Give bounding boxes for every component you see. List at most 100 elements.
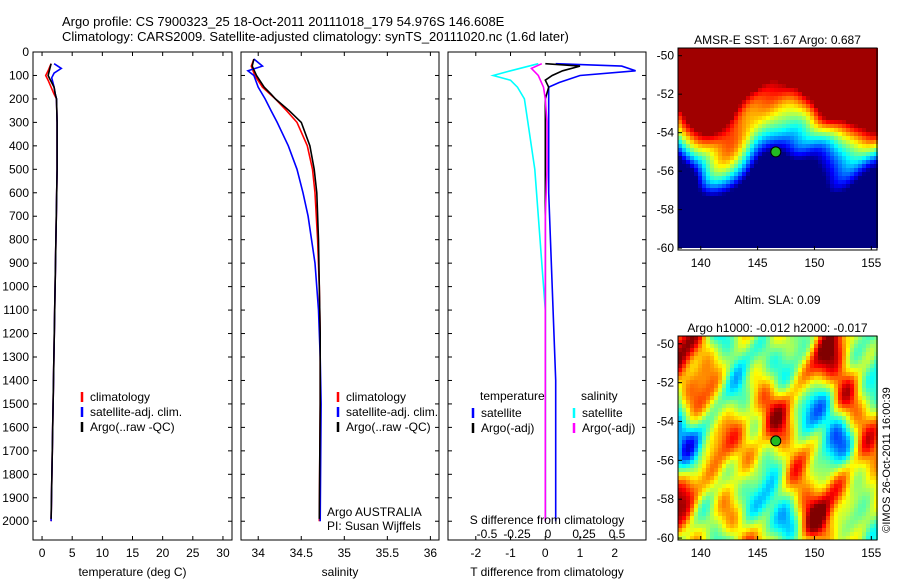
heatmap-cell (786, 392, 790, 396)
heatmap-cell (810, 132, 814, 136)
heatmap-cell (850, 196, 854, 200)
heatmap-cell (686, 368, 690, 372)
heatmap-cell (710, 140, 714, 144)
heatmap-cell (778, 76, 782, 80)
heatmap-cell (710, 412, 714, 416)
heatmap-cell (822, 64, 826, 68)
heatmap-cell (790, 152, 794, 156)
heatmap-cell (730, 192, 734, 196)
heatmap-cell (734, 424, 738, 428)
heatmap-cell (786, 160, 790, 164)
heatmap-cell (678, 472, 682, 476)
heatmap-cell (698, 484, 702, 488)
heatmap-cell (846, 216, 850, 220)
heatmap-cell (754, 212, 758, 216)
heatmap-cell (866, 76, 870, 80)
heatmap-cell (830, 108, 834, 112)
heatmap-cell (770, 60, 774, 64)
heatmap-cell (718, 480, 722, 484)
heatmap-cell (762, 216, 766, 220)
heatmap-cell (802, 484, 806, 488)
heatmap-cell (822, 116, 826, 120)
heatmap-cell (734, 68, 738, 72)
heatmap-cell (766, 100, 770, 104)
heatmap-cell (774, 84, 778, 88)
heatmap-cell (802, 56, 806, 60)
heatmap-cell (702, 156, 706, 160)
heatmap-cell (774, 192, 778, 196)
heatmap-cell (706, 508, 710, 512)
heatmap-cell (798, 220, 802, 224)
heatmap-cell (806, 440, 810, 444)
heatmap-cell (714, 348, 718, 352)
heatmap-cell (722, 456, 726, 460)
heatmap-cell (858, 96, 862, 100)
heatmap-cell (746, 336, 750, 340)
heatmap-cell (806, 412, 810, 416)
heatmap-cell (702, 448, 706, 452)
heatmap-cell (714, 156, 718, 160)
heatmap-cell (822, 152, 826, 156)
heatmap-cell (810, 148, 814, 152)
heatmap-cell (858, 160, 862, 164)
heatmap-cell (714, 144, 718, 148)
heatmap-cell (746, 380, 750, 384)
heatmap-cell (810, 440, 814, 444)
heatmap-cell (802, 472, 806, 476)
heatmap-cell (750, 192, 754, 196)
heatmap-cell (810, 436, 814, 440)
heatmap-cell (850, 468, 854, 472)
heatmap-cell (730, 428, 734, 432)
heatmap-cell (866, 152, 870, 156)
heatmap-cell (858, 360, 862, 364)
heatmap-cell (758, 432, 762, 436)
heatmap-cell (774, 488, 778, 492)
heatmap-cell (834, 228, 838, 232)
heatmap-cell (866, 232, 870, 236)
heatmap-cell (854, 236, 858, 240)
heatmap-cell (834, 60, 838, 64)
heatmap-cell (854, 244, 858, 248)
heatmap-cell (870, 180, 874, 184)
heatmap-cell (782, 404, 786, 408)
heatmap-cell (786, 372, 790, 376)
heatmap-cell (806, 360, 810, 364)
heatmap-cell (802, 360, 806, 364)
heatmap-cell (678, 160, 682, 164)
heatmap-cell (690, 160, 694, 164)
heatmap-cell (722, 340, 726, 344)
heatmap-cell (742, 460, 746, 464)
heatmap-cell (698, 136, 702, 140)
heatmap-cell (810, 388, 814, 392)
heatmap-cell (698, 244, 702, 248)
heatmap-cell (818, 84, 822, 88)
heatmap-cell (802, 60, 806, 64)
heatmap-cell (742, 224, 746, 228)
heatmap-cell (814, 140, 818, 144)
heatmap-cell (698, 164, 702, 168)
heatmap-cell (810, 156, 814, 160)
heatmap-cell (798, 336, 802, 340)
heatmap-cell (730, 84, 734, 88)
heatmap-cell (842, 356, 846, 360)
heatmap-cell (690, 104, 694, 108)
heatmap-cell (774, 356, 778, 360)
heatmap-cell (778, 460, 782, 464)
heatmap-cell (862, 56, 866, 60)
heatmap-cell (782, 376, 786, 380)
heatmap-cell (870, 152, 874, 156)
heatmap-cell (746, 220, 750, 224)
heatmap-cell (726, 124, 730, 128)
heatmap-cell (798, 452, 802, 456)
heatmap-cell (774, 72, 778, 76)
heatmap-cell (850, 204, 854, 208)
heatmap-cell (842, 168, 846, 172)
heatmap-cell (746, 480, 750, 484)
heatmap-cell (722, 152, 726, 156)
heatmap-cell (810, 364, 814, 368)
heatmap-cell (694, 408, 698, 412)
heatmap-cell (774, 176, 778, 180)
heatmap-cell (726, 164, 730, 168)
heatmap-cell (782, 104, 786, 108)
heatmap-cell (750, 484, 754, 488)
